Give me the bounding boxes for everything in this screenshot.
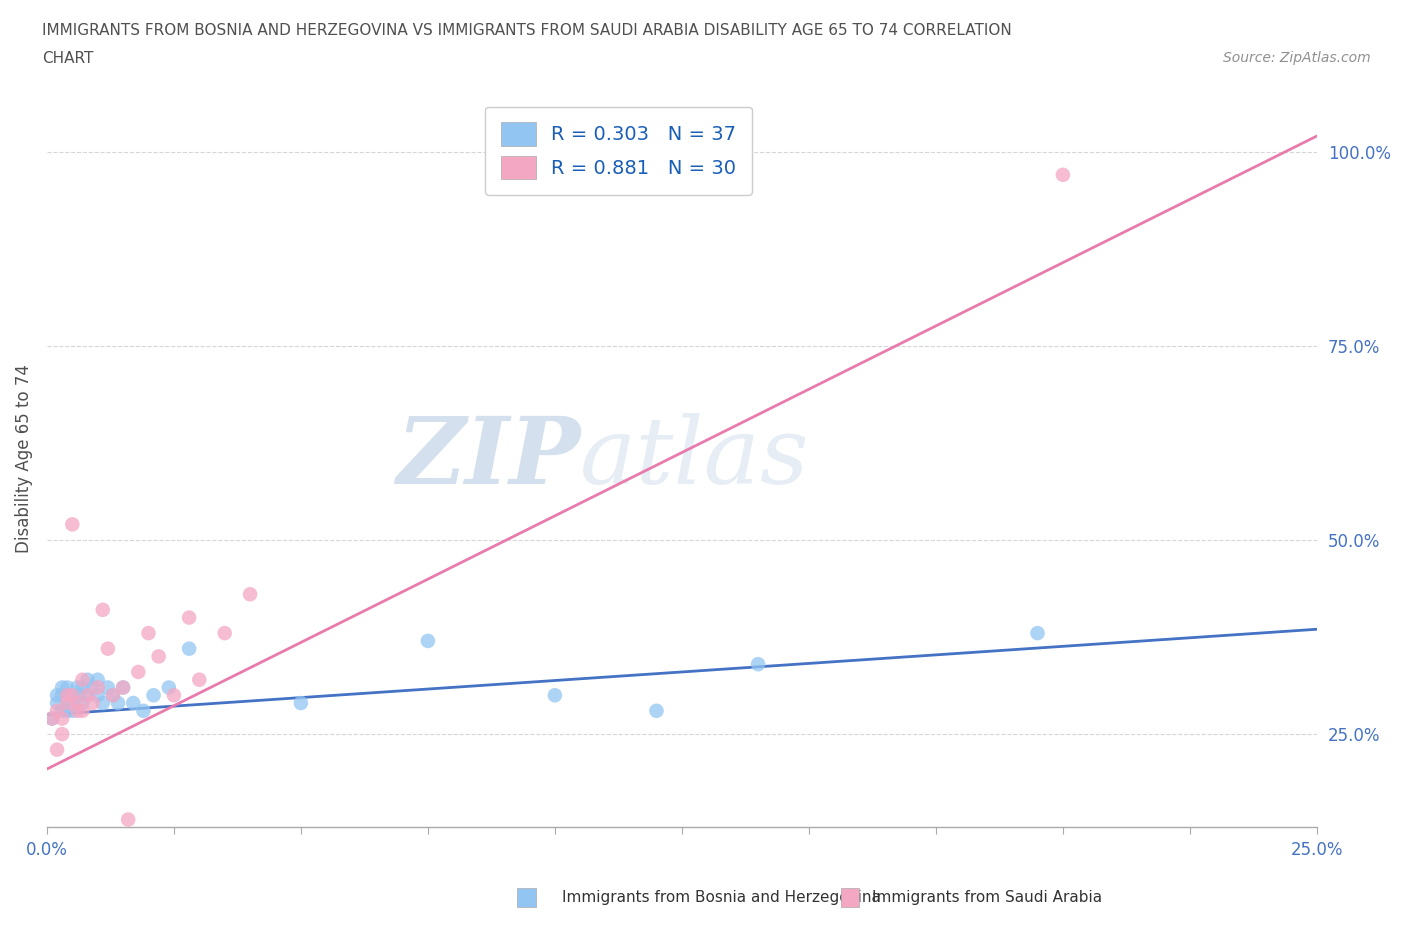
Point	[56, 680, 79, 695]
Point	[107, 696, 129, 711]
Point	[101, 688, 124, 703]
Point	[117, 812, 139, 827]
Point	[91, 696, 114, 711]
Point	[122, 696, 145, 711]
Text: CHART: CHART	[42, 51, 94, 66]
Point	[188, 672, 211, 687]
Point	[46, 688, 69, 703]
Point	[60, 696, 83, 711]
Point	[239, 587, 262, 602]
Point	[163, 688, 186, 703]
Point	[544, 688, 567, 703]
Legend: R = 0.303   N = 37, R = 0.881   N = 30: R = 0.303 N = 37, R = 0.881 N = 30	[485, 107, 752, 194]
Point	[416, 633, 439, 648]
Point	[645, 703, 668, 718]
Y-axis label: Disability Age 65 to 74: Disability Age 65 to 74	[15, 364, 32, 552]
Point	[82, 680, 104, 695]
Point	[112, 680, 135, 695]
Point	[86, 688, 108, 703]
Point	[82, 696, 104, 711]
Text: atlas: atlas	[581, 413, 810, 503]
Point	[76, 672, 98, 687]
Point	[72, 680, 94, 695]
Point	[46, 703, 69, 718]
Point	[46, 742, 69, 757]
Point	[51, 688, 73, 703]
Point	[138, 626, 160, 641]
Point	[179, 610, 201, 625]
Point	[66, 688, 89, 703]
Point	[60, 688, 83, 703]
Point	[72, 672, 94, 687]
Point	[290, 696, 312, 711]
Point	[747, 657, 769, 671]
Point	[76, 688, 98, 703]
Point	[86, 680, 108, 695]
Point	[148, 649, 170, 664]
Point	[91, 603, 114, 618]
Text: Source: ZipAtlas.com: Source: ZipAtlas.com	[1223, 51, 1371, 65]
Point	[66, 680, 89, 695]
Point	[51, 711, 73, 726]
Point	[97, 680, 120, 695]
Point	[1026, 626, 1049, 641]
Point	[179, 641, 201, 656]
Point	[66, 696, 89, 711]
Point	[46, 696, 69, 711]
Point	[101, 688, 124, 703]
Point	[97, 641, 120, 656]
Point	[56, 696, 79, 711]
Text: IMMIGRANTS FROM BOSNIA AND HERZEGOVINA VS IMMIGRANTS FROM SAUDI ARABIA DISABILIT: IMMIGRANTS FROM BOSNIA AND HERZEGOVINA V…	[42, 23, 1012, 38]
Point	[76, 688, 98, 703]
Point	[41, 711, 63, 726]
Point	[60, 517, 83, 532]
Point	[132, 703, 155, 718]
Point	[51, 726, 73, 741]
Point	[72, 703, 94, 718]
Text: ZIP: ZIP	[396, 413, 581, 503]
Point	[214, 626, 236, 641]
Point	[60, 688, 83, 703]
Point	[72, 696, 94, 711]
Point	[41, 711, 63, 726]
Point	[157, 680, 180, 695]
Point	[112, 680, 135, 695]
Point	[56, 703, 79, 718]
Point	[127, 665, 149, 680]
Point	[1052, 167, 1074, 182]
Point	[51, 703, 73, 718]
Point	[51, 680, 73, 695]
Point	[86, 672, 108, 687]
Point	[60, 703, 83, 718]
Point	[56, 688, 79, 703]
Text: Immigrants from Bosnia and Herzegovina: Immigrants from Bosnia and Herzegovina	[562, 890, 882, 905]
Text: Immigrants from Saudi Arabia: Immigrants from Saudi Arabia	[872, 890, 1102, 905]
Point	[142, 688, 165, 703]
Point	[66, 703, 89, 718]
Point	[56, 696, 79, 711]
